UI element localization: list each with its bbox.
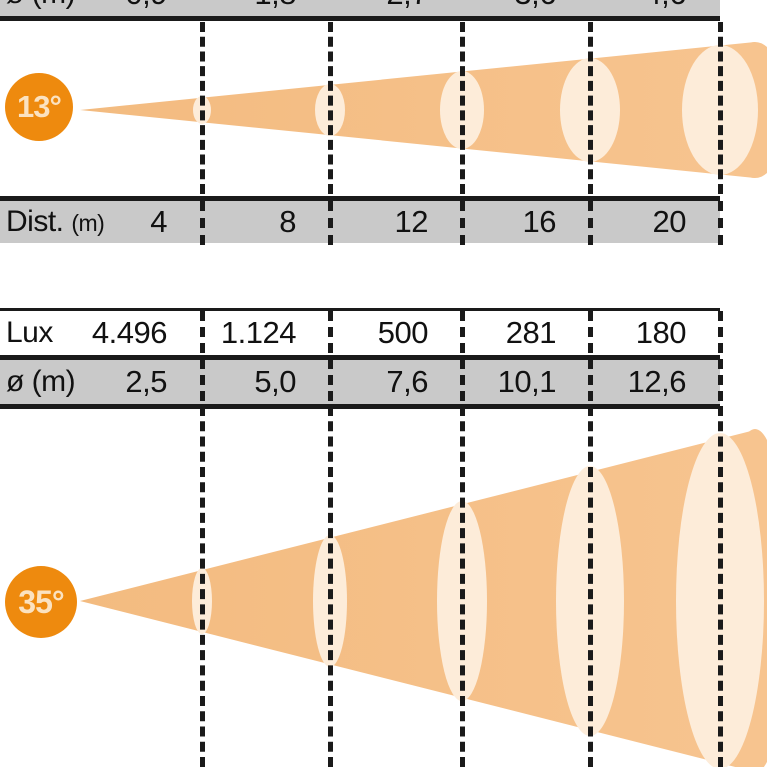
cell-lux-2: 500 [377,315,429,350]
row-label-diameter-35: ø (m) [6,365,76,399]
rule-under-diameter-35 [0,404,720,409]
beam-area-13deg [0,22,767,192]
grid-dash-35-12m [460,406,465,767]
dist-dash-20m [718,201,723,245]
row-label-distance: Dist. (m) [6,205,105,239]
cell-diameter-35-0: 2,5 [125,364,167,399]
cell-lux-1: 1.124 [220,315,297,350]
tbl35-dash-20m [718,311,723,401]
row-label-lux-text: Lux [6,316,53,349]
angle-badge-35: 35° [5,566,77,638]
cell-diameter-13-1: 1,8 [254,0,296,12]
table-13deg-bottom: Dist. (m) 4 8 12 16 20 [0,196,720,243]
cell-distance-3: 16 [522,204,557,239]
row-label-diameter-13: ø (m) [6,0,76,11]
grid-dash-13-16m [588,22,593,194]
rule-under-diameter-13 [0,16,720,21]
beam-area-35deg [0,406,767,767]
angle-badge-35-label: 35° [18,583,64,620]
cell-diameter-13-3: 3,6 [514,0,556,12]
cell-diameter-13-4: 4,6 [644,0,686,12]
table-35deg: Lux 4.496 1.124 500 281 180 ø (m) 2,5 5,… [0,308,720,409]
cell-lux-3: 281 [505,315,557,350]
row-label-lux: Lux [6,316,53,350]
grid-dash-13-4m [200,22,205,194]
grid-dash-35-20m [718,406,723,767]
row-label-diameter-35-text: ø (m) [6,365,76,398]
grid-dash-35-16m [588,406,593,767]
cell-distance-1: 8 [279,204,296,239]
tbl35-dash-8m [328,311,333,401]
tbl35-dash-12m [460,311,465,401]
dist-dash-16m [588,201,593,245]
grid-dash-35-8m [328,406,333,767]
cell-diameter-35-4: 12,6 [627,364,687,399]
table-13deg-top: ø (m) 0,9 1,8 2,7 3,6 4,6 [0,0,720,21]
grid-dash-13-8m [328,22,333,194]
cell-lux-4: 180 [635,315,687,350]
grid-dash-13-20m [718,22,723,194]
row-label-distance-text: Dist. [6,205,64,238]
row-label-diameter-13-text: ø (m) [6,0,76,10]
tbl35-dash-4m [200,311,205,401]
tbl35-dash-16m [588,311,593,401]
row-lux: Lux 4.496 1.124 500 281 180 [0,311,720,355]
cell-diameter-13-2: 2,7 [386,0,428,12]
cell-diameter-35-3: 10,1 [497,364,557,399]
dist-dash-8m [328,201,333,245]
cell-diameter-35-2: 7,6 [386,364,428,399]
grid-dash-35-4m [200,406,205,767]
cell-distance-0: 4 [150,204,167,239]
grid-dash-13-12m [460,22,465,194]
dist-dash-4m [200,201,205,245]
row-distance: Dist. (m) 4 8 12 16 20 [0,201,720,243]
angle-badge-13-label: 13° [17,89,62,124]
cell-distance-2: 12 [394,204,429,239]
row-diameter-35: ø (m) 2,5 5,0 7,6 10,1 12,6 [0,360,720,404]
rule-top-lux [0,308,720,311]
row-diameter-13: ø (m) 0,9 1,8 2,7 3,6 4,6 [0,0,720,16]
rule-above-distance [0,196,720,201]
row-label-distance-unit: (m) [71,210,105,236]
cell-diameter-13-0: 0,9 [125,0,167,12]
dist-dash-12m [460,201,465,245]
rule-between-lux-diameter [0,355,720,360]
cell-lux-0: 4.496 [91,315,168,350]
cell-distance-4: 20 [652,204,687,239]
angle-badge-13: 13° [5,73,73,141]
cell-diameter-35-1: 5,0 [254,364,296,399]
